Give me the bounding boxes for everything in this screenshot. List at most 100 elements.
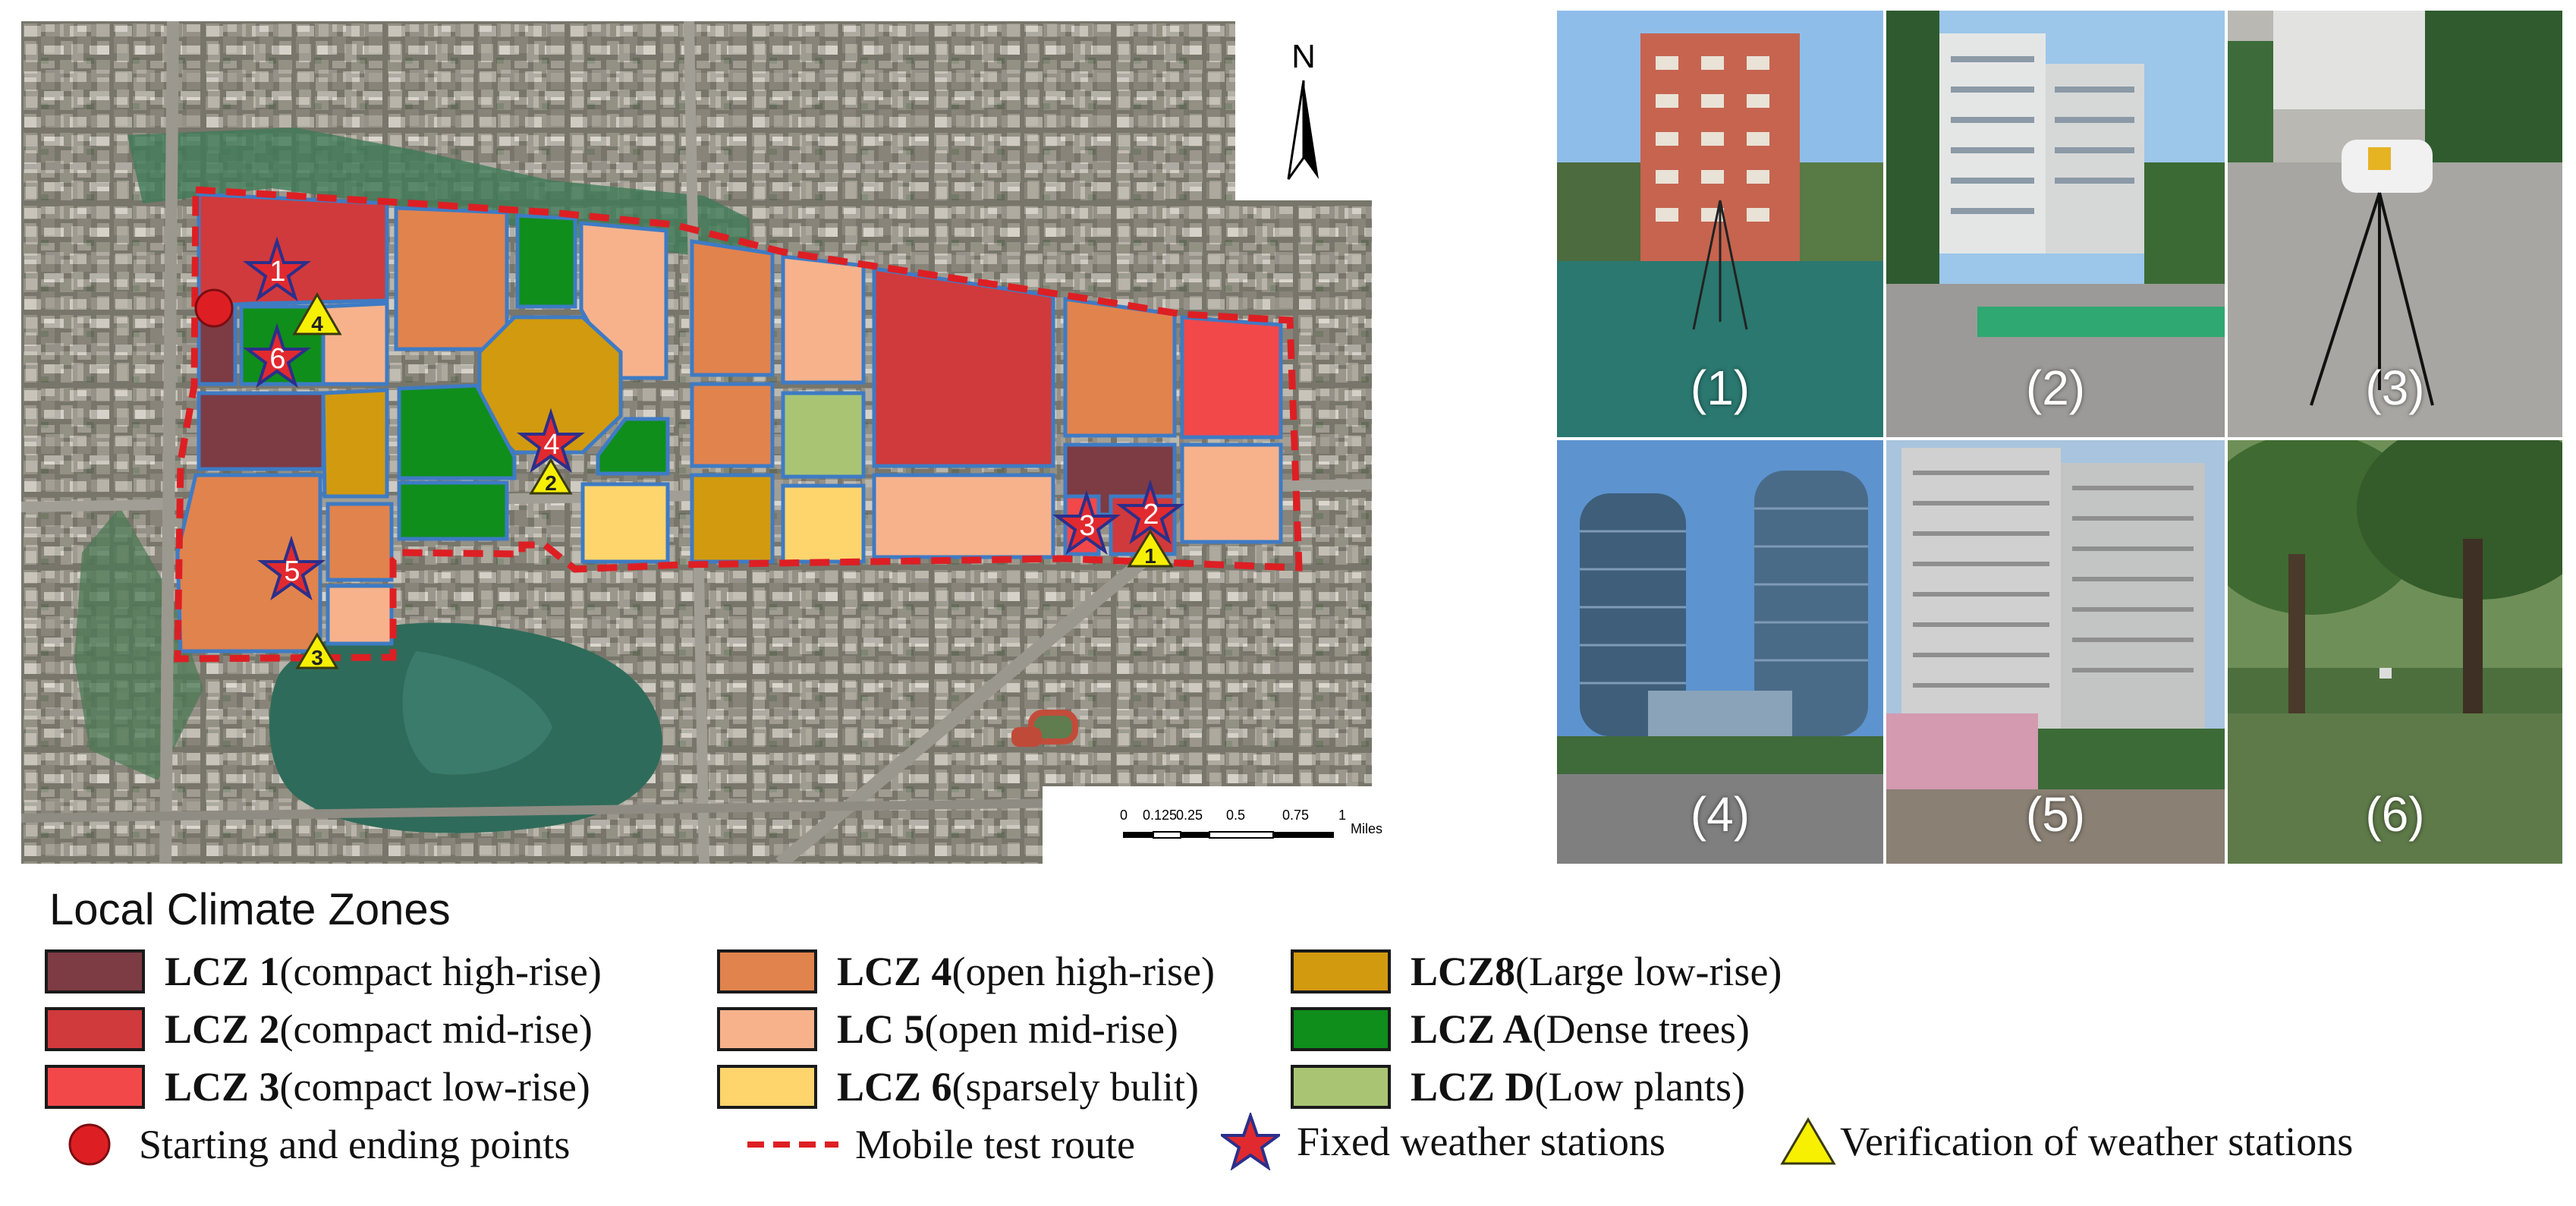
scale-tick-025: 0.25 (1176, 808, 1203, 823)
station-label-6: 6 (269, 343, 285, 375)
zone-lcz5-2 (326, 584, 394, 646)
station-label-2: 2 (1143, 499, 1159, 531)
site-photo-grid: (1) (2) (1557, 11, 2562, 864)
zone-lcz4-2 (326, 502, 394, 582)
legend-code-lcz2: LCZ 2 (165, 1006, 280, 1052)
legend-route-label: Mobile test route (855, 1122, 1135, 1167)
start-end-point (194, 288, 234, 328)
legend-item-lcz3: LCZ 3 (compact low-rise) (45, 1062, 590, 1112)
legend-code-lcz4: LCZ 4 (837, 949, 952, 994)
legend-code-lcz8: LCZ8 (1411, 949, 1516, 994)
scale-bar-box (1043, 786, 1372, 864)
north-arrow-icon-real (1287, 80, 1319, 180)
photo-label-6: (6) (2365, 787, 2425, 842)
map-panel: 0 0.125 0.25 0.5 0.75 1 Miles (20, 17, 1382, 869)
legend-desc-lcz5: (open mid-rise) (924, 1006, 1178, 1052)
legend-verification-label: Verification of weather stations (1840, 1119, 2354, 1164)
legend-item-lcz2: LCZ 2 (compact mid-rise) (45, 1004, 593, 1054)
scale-tick-0125: 0.125 (1143, 808, 1178, 823)
station-numbers: 1 6 4 5 3 2 (269, 256, 1159, 587)
legend-desc-lcz6: (sparsely bulit) (951, 1064, 1199, 1110)
legend-item-lczd: LCZ D (Low plants) (1291, 1062, 1745, 1112)
fixed-stations (243, 236, 1184, 601)
legend-code-lcz5: LC 5 (837, 1006, 925, 1052)
legend-desc-lcz4: (open high-rise) (951, 949, 1215, 994)
site-photo-5: (5) (1886, 440, 2225, 864)
station-star-3 (1052, 490, 1121, 556)
scale-tick-05: 0.5 (1226, 808, 1246, 823)
verification-label-3: 3 (311, 646, 323, 669)
legend-item-lcz1: LCZ 1 (compact high-rise) (45, 946, 602, 997)
station-star-6 (243, 323, 311, 389)
zone-lcz4-4 (690, 239, 775, 377)
legend-code-lcza: LCZ A (1411, 1006, 1533, 1052)
north-label: N (1291, 38, 1316, 75)
legend-desc-lcz2: (compact mid-rise) (279, 1006, 593, 1052)
swatch-lcz3 (45, 1065, 145, 1109)
scale-labels: 0 0.125 0.25 0.5 0.75 1 Miles (1114, 808, 1382, 836)
legend-start-end-label: Starting and ending points (139, 1122, 571, 1167)
legend-code-lcz1: LCZ 1 (165, 949, 280, 994)
swatch-lcz4 (717, 949, 817, 993)
station-label-1: 1 (269, 256, 285, 288)
start-end-icon (68, 1123, 111, 1166)
mobile-test-route (174, 186, 1303, 663)
legend-desc-lczd: (Low plants) (1534, 1064, 1745, 1110)
zone-lcz3-2 (1180, 315, 1283, 439)
scale-tick-075: 0.75 (1282, 808, 1310, 823)
route-line-icon (747, 1141, 838, 1148)
station-star-4 (517, 408, 585, 474)
verification-stations (292, 291, 1174, 669)
legend-desc-lcz3: (compact low-rise) (279, 1064, 590, 1110)
scale-tick-1: 1 (1338, 808, 1347, 823)
zone-lcz6 (580, 482, 670, 564)
zone-lcz5 (321, 301, 389, 386)
station-label-3: 3 (1079, 510, 1095, 542)
photo-label-2: (2) (2025, 361, 2086, 415)
zone-lcza-5 (596, 417, 670, 476)
verification-triangle-2 (529, 458, 573, 495)
station-star-1 (243, 236, 311, 302)
legend-title: Local Climate Zones (49, 885, 451, 934)
zone-lcz8 (321, 388, 389, 499)
legend-code-lczd: LCZ D (1411, 1064, 1535, 1110)
zone-lcz4-5 (690, 382, 775, 468)
legend-code-lcz3: LCZ 3 (165, 1064, 280, 1110)
site-photo-4: (4) (1557, 440, 1883, 864)
site-photo-3: (3) (2228, 11, 2562, 437)
swatch-lcz1 (45, 949, 145, 993)
scale-bar (1123, 831, 1334, 839)
site-photo-2: (2) (1886, 11, 2225, 437)
legend: Local Climate Zones LCZ 1 (compact high-… (42, 884, 2546, 1195)
legend-item-lcz5: LC 5 (open mid-rise) (717, 1004, 1178, 1054)
triangle-icon (1780, 1117, 1836, 1165)
swatch-lcz6 (717, 1065, 817, 1109)
legend-item-lcz6: LCZ 6 (sparsely bulit) (717, 1062, 1199, 1112)
legend-desc-lcz1: (compact high-rise) (279, 949, 602, 994)
site-photo-6: (6) (2228, 440, 2562, 864)
station-label-5: 5 (284, 556, 300, 587)
station-star-5 (257, 535, 326, 601)
scale-unit: Miles (1351, 821, 1383, 836)
zone-lcz6-2 (781, 483, 866, 564)
photo-label-1: (1) (1690, 361, 1750, 415)
photo-label-5: (5) (2025, 787, 2086, 842)
legend-item-lcza: LCZ A (Dense trees) (1291, 1004, 1750, 1054)
verification-label-2: 2 (545, 471, 557, 495)
photo-label-3: (3) (2365, 361, 2425, 415)
legend-code-lcz6: LCZ 6 (837, 1064, 952, 1110)
swatch-lczd (1291, 1065, 1391, 1109)
verification-numbers: 4 2 3 1 (311, 312, 1156, 669)
legend-desc-lcza: (Dense trees) (1532, 1006, 1750, 1052)
verification-triangle-3 (295, 632, 339, 669)
swatch-lcz5 (717, 1007, 817, 1051)
zone-lcza-4 (397, 480, 509, 541)
site-photo-1: (1) (1557, 11, 1883, 437)
swatch-lcz2 (45, 1007, 145, 1051)
zone-lcz8-3 (690, 473, 775, 564)
verification-label-4: 4 (311, 312, 323, 335)
station-label-4: 4 (543, 429, 559, 461)
zone-lcza-2 (515, 213, 577, 309)
legend-desc-lcz8: (Large low-rise) (1515, 949, 1782, 994)
